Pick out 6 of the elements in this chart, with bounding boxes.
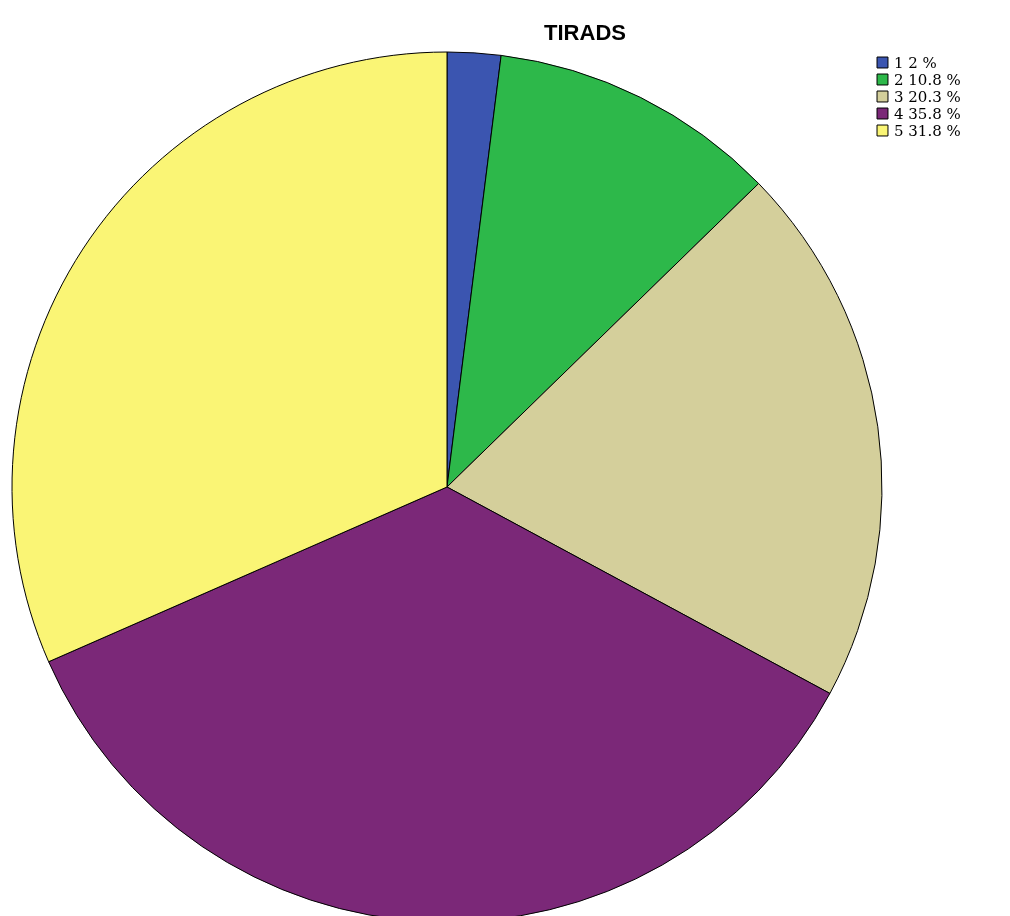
legend-label: 1 2 % — [894, 53, 937, 72]
legend-label: 5 31.8 % — [894, 121, 961, 140]
legend-label: 4 35.8 % — [894, 104, 961, 123]
legend-label: 2 10.8 % — [894, 70, 961, 89]
chart-title: TIRADS — [544, 20, 626, 45]
legend-label: 3 20.3 % — [894, 87, 961, 106]
